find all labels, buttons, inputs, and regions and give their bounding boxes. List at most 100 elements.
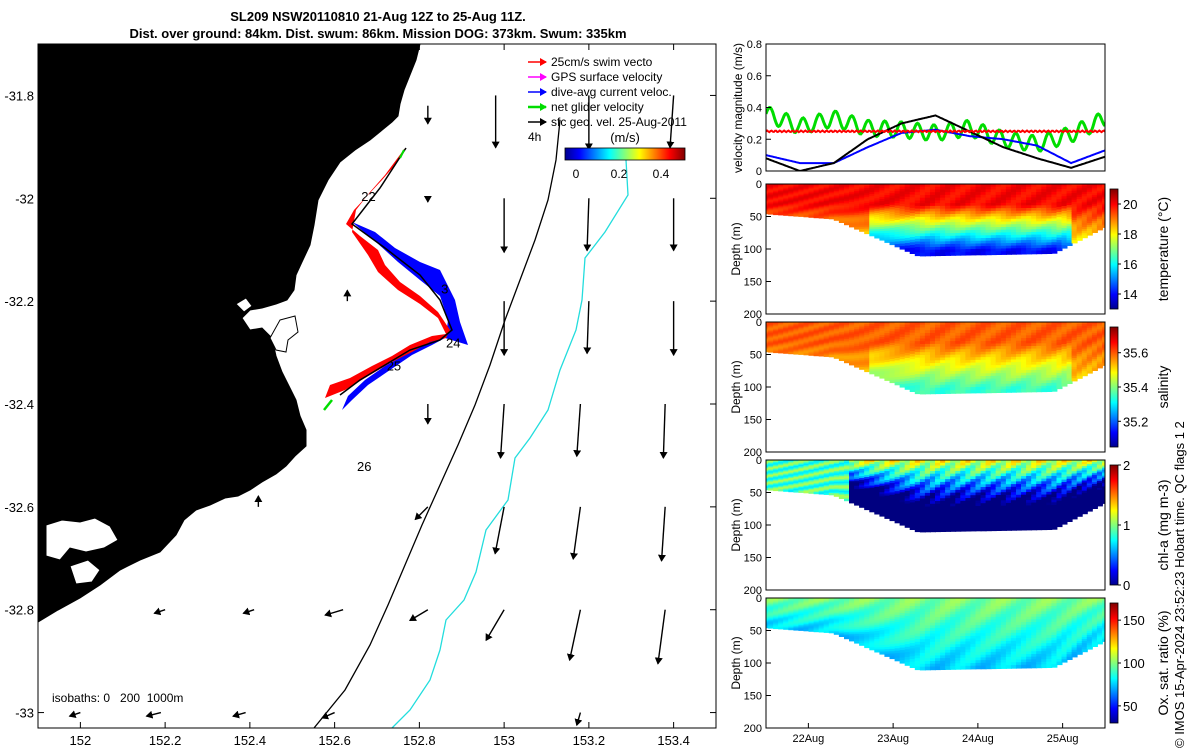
section-cell (995, 462, 1002, 467)
section-cell (950, 192, 957, 196)
section-cell (844, 218, 850, 221)
section-cell (985, 216, 992, 221)
section-cell (1010, 224, 1017, 228)
section-cell (970, 341, 977, 345)
section-cell (1026, 229, 1033, 234)
section-cell (1096, 332, 1103, 336)
section-cell (899, 482, 906, 486)
section-cell (975, 232, 982, 237)
section-cell (1031, 240, 1038, 244)
section-cell (884, 192, 891, 197)
section-cell (1066, 380, 1073, 384)
section-cell (945, 332, 952, 337)
section-cell (823, 202, 830, 205)
section-cell (849, 210, 855, 213)
section-cell (874, 229, 881, 233)
section-cell (975, 192, 982, 196)
section-cell (970, 240, 977, 245)
section-cell (1005, 468, 1012, 472)
section-cell (909, 505, 916, 509)
section-cell (1091, 338, 1098, 342)
section-cell (766, 344, 769, 347)
section-cell (975, 508, 982, 513)
section-cell (889, 216, 896, 220)
section-cell (995, 373, 1002, 377)
section-cell (803, 210, 810, 213)
section-cell (838, 336, 845, 340)
section-cell (1066, 212, 1073, 216)
section-cell (788, 203, 795, 206)
section-cell (768, 486, 775, 489)
section-cell (975, 519, 982, 524)
section-cell (914, 324, 921, 329)
section-cell (935, 338, 941, 343)
section-cell (803, 329, 810, 332)
section-cell (990, 324, 997, 329)
section-cell (955, 335, 962, 340)
section-cell (940, 252, 947, 256)
section-cell (970, 359, 977, 364)
section-cell (1086, 184, 1093, 187)
section-cell (899, 492, 906, 496)
section-cell (864, 469, 871, 473)
section-cell (1010, 351, 1017, 356)
section-cell (879, 184, 886, 188)
section-cell (935, 244, 941, 248)
section-cell (1102, 220, 1105, 223)
section-cell (935, 332, 941, 337)
section-cell (869, 197, 876, 201)
section-cell (788, 482, 795, 485)
section-cell (935, 252, 941, 257)
section-cell (793, 197, 800, 200)
section-cell (884, 208, 891, 212)
section-cell (935, 352, 941, 356)
section-cell (1026, 388, 1033, 393)
section-cell (766, 481, 769, 484)
section-cell (869, 189, 876, 193)
section-cell (1016, 221, 1022, 226)
section-cell (854, 323, 861, 327)
section-cell (793, 186, 800, 189)
section-cell (950, 473, 957, 478)
section-cell (783, 199, 790, 202)
section-cell (808, 340, 815, 344)
section-cell (803, 322, 810, 325)
section-cell (1066, 347, 1073, 352)
section-cell (813, 347, 820, 350)
geo-vector (153, 607, 166, 616)
section-cell (874, 346, 881, 350)
section-cell (945, 520, 952, 524)
section-cell (1000, 224, 1007, 228)
section-cell (919, 487, 926, 492)
section-cell (894, 519, 901, 524)
section-cell (889, 464, 896, 468)
section-cell (904, 337, 911, 341)
section-cell (1036, 351, 1043, 355)
section-cell (783, 349, 790, 352)
section-cell (773, 464, 780, 467)
section-cell (940, 503, 947, 508)
section-cell (773, 345, 780, 348)
section-cell (1061, 223, 1068, 227)
section-cell (930, 484, 936, 489)
section-cell (813, 480, 820, 483)
section-cell (975, 216, 982, 221)
section-cell (879, 358, 886, 362)
section-cell (849, 339, 855, 343)
section-cell (904, 493, 911, 497)
section-cell (778, 460, 785, 463)
section-cell (1000, 378, 1007, 383)
section-cell (985, 527, 992, 532)
section-cell (970, 387, 977, 391)
section-cell (1051, 244, 1058, 249)
section-cell (1005, 202, 1012, 207)
section-cell (1026, 367, 1033, 372)
section-cell (1081, 214, 1088, 218)
section-cell (1036, 229, 1043, 233)
section-cell (919, 517, 926, 522)
section-cell (990, 357, 997, 361)
section-cell (909, 324, 916, 329)
section-cell (914, 376, 921, 381)
section-cell (1016, 237, 1022, 242)
section-cell (1076, 343, 1083, 347)
